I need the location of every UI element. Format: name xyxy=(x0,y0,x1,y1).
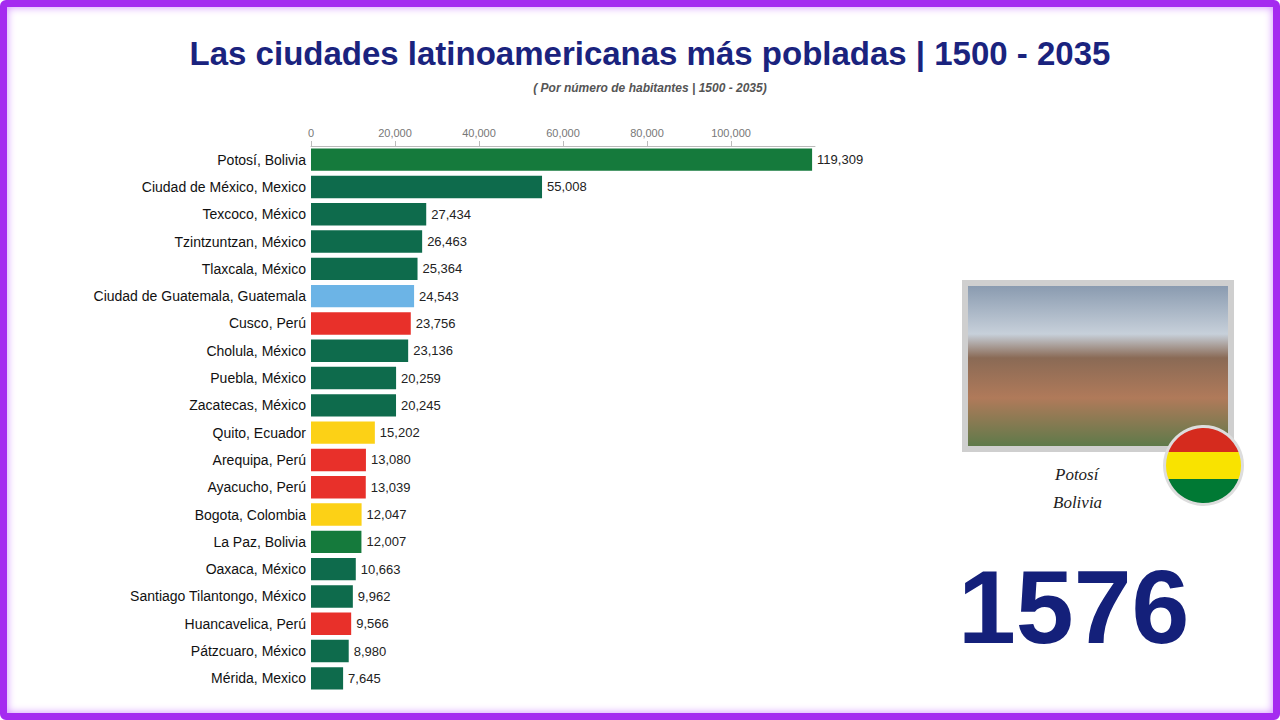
svg-text:Potosí, Bolivia: Potosí, Bolivia xyxy=(217,152,306,168)
svg-text:7,645: 7,645 xyxy=(348,671,381,686)
svg-text:60,000: 60,000 xyxy=(546,127,580,139)
svg-text:Huancavelica, Perú: Huancavelica, Perú xyxy=(185,616,306,632)
svg-text:24,543: 24,543 xyxy=(419,289,459,304)
svg-text:Mérida, Mexico: Mérida, Mexico xyxy=(211,670,306,686)
svg-text:119,309: 119,309 xyxy=(817,152,863,167)
svg-text:Las ciudades latinoamericanas: Las ciudades latinoamericanas más poblad… xyxy=(190,35,1111,72)
svg-text:13,080: 13,080 xyxy=(371,452,411,467)
svg-text:20,245: 20,245 xyxy=(401,398,441,413)
svg-text:( Por número de habitantes | 1: ( Por número de habitantes | 1500 - 2035… xyxy=(533,81,766,95)
svg-text:25,364: 25,364 xyxy=(423,261,463,276)
svg-text:12,007: 12,007 xyxy=(366,534,406,549)
svg-text:Tzintzuntzan, México: Tzintzuntzan, México xyxy=(175,234,307,250)
svg-text:0: 0 xyxy=(308,127,314,139)
svg-text:Zacatecas, México: Zacatecas, México xyxy=(189,397,306,413)
svg-text:9,962: 9,962 xyxy=(358,589,391,604)
svg-text:15,202: 15,202 xyxy=(380,425,420,440)
svg-text:Arequipa, Perú: Arequipa, Perú xyxy=(213,452,306,468)
svg-text:9,566: 9,566 xyxy=(356,616,389,631)
svg-text:Cholula, México: Cholula, México xyxy=(206,343,306,359)
svg-text:55,008: 55,008 xyxy=(547,179,587,194)
svg-text:Bogota, Colombia: Bogota, Colombia xyxy=(195,507,307,523)
svg-text:Ciudad de México, Mexico: Ciudad de México, Mexico xyxy=(142,179,306,195)
svg-text:40,000: 40,000 xyxy=(462,127,496,139)
svg-text:Oaxaca, México: Oaxaca, México xyxy=(206,561,307,577)
svg-text:Potosí: Potosí xyxy=(1054,465,1100,484)
svg-text:Ayacucho, Perú: Ayacucho, Perú xyxy=(207,479,306,495)
svg-text:Tlaxcala, México: Tlaxcala, México xyxy=(202,261,306,277)
svg-text:8,980: 8,980 xyxy=(354,644,387,659)
svg-text:100,000: 100,000 xyxy=(711,127,751,139)
svg-text:23,136: 23,136 xyxy=(413,343,453,358)
svg-text:Cusco, Perú: Cusco, Perú xyxy=(229,315,306,331)
svg-text:La Paz, Bolivia: La Paz, Bolivia xyxy=(213,534,306,550)
svg-text:Quito, Ecuador: Quito, Ecuador xyxy=(213,425,307,441)
svg-text:Puebla, México: Puebla, México xyxy=(210,370,306,386)
svg-text:Texcoco, México: Texcoco, México xyxy=(203,206,307,222)
svg-text:Ciudad de Guatemala, Guatemala: Ciudad de Guatemala, Guatemala xyxy=(94,288,307,304)
svg-text:20,000: 20,000 xyxy=(378,127,412,139)
svg-text:23,756: 23,756 xyxy=(416,316,456,331)
svg-text:27,434: 27,434 xyxy=(431,207,471,222)
svg-text:10,663: 10,663 xyxy=(361,562,401,577)
svg-text:Bolivia: Bolivia xyxy=(1053,493,1102,512)
svg-text:20,259: 20,259 xyxy=(401,371,441,386)
svg-text:26,463: 26,463 xyxy=(427,234,467,249)
svg-text:Santiago Tilantongo, México: Santiago Tilantongo, México xyxy=(130,588,306,604)
svg-text:13,039: 13,039 xyxy=(371,480,411,495)
svg-text:1576: 1576 xyxy=(958,549,1189,665)
svg-text:80,000: 80,000 xyxy=(630,127,664,139)
svg-text:12,047: 12,047 xyxy=(367,507,407,522)
svg-text:Pátzcuaro, México: Pátzcuaro, México xyxy=(191,643,306,659)
